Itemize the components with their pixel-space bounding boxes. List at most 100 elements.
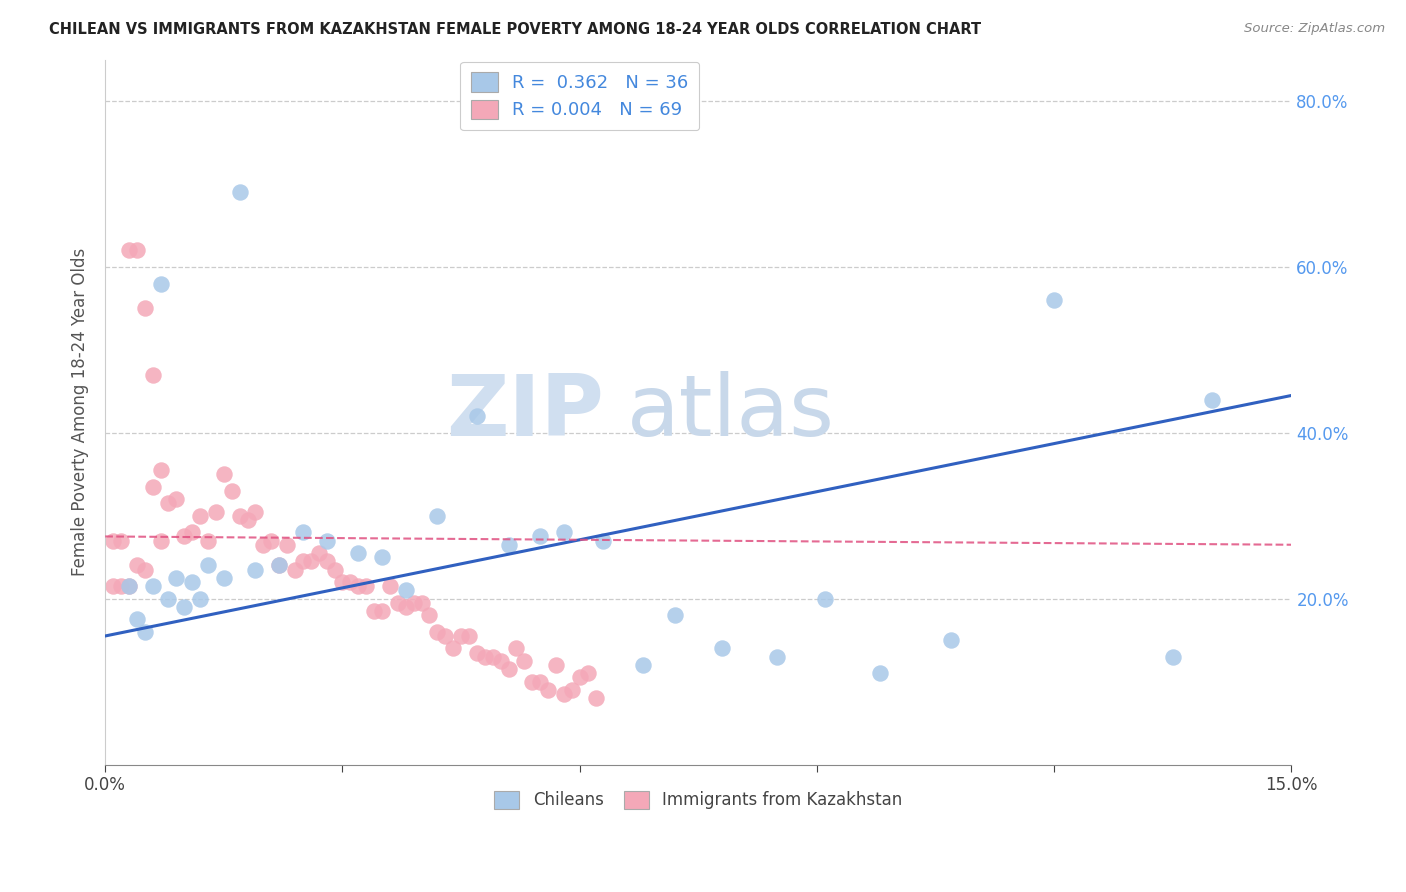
Point — [434, 629, 457, 643]
Point — [284, 563, 307, 577]
Point — [585, 691, 607, 706]
Point — [1043, 293, 1066, 307]
Point — [173, 599, 195, 614]
Point — [315, 533, 337, 548]
Point — [553, 525, 575, 540]
Point — [568, 670, 591, 684]
Point — [378, 579, 401, 593]
Point — [291, 554, 314, 568]
Point — [371, 604, 394, 618]
Legend: Chileans, Immigrants from Kazakhstan: Chileans, Immigrants from Kazakhstan — [488, 784, 908, 816]
Point — [711, 641, 734, 656]
Point — [450, 629, 472, 643]
Point — [441, 641, 464, 656]
Point — [212, 467, 235, 482]
Point — [197, 533, 219, 548]
Point — [197, 558, 219, 573]
Point — [165, 571, 187, 585]
Point — [291, 525, 314, 540]
Point — [505, 641, 527, 656]
Point — [205, 505, 228, 519]
Point — [212, 571, 235, 585]
Point — [332, 575, 354, 590]
Point — [631, 658, 654, 673]
Point — [869, 666, 891, 681]
Text: atlas: atlas — [627, 370, 835, 453]
Point — [149, 277, 172, 291]
Point — [592, 533, 614, 548]
Point — [181, 575, 204, 590]
Point — [529, 674, 551, 689]
Point — [387, 596, 409, 610]
Point — [315, 554, 337, 568]
Point — [188, 591, 211, 606]
Y-axis label: Female Poverty Among 18-24 Year Olds: Female Poverty Among 18-24 Year Olds — [72, 248, 89, 576]
Point — [308, 546, 330, 560]
Point — [269, 558, 291, 573]
Point — [118, 579, 141, 593]
Point — [664, 608, 686, 623]
Point — [323, 563, 346, 577]
Point — [363, 604, 385, 618]
Point — [498, 662, 520, 676]
Point — [395, 599, 418, 614]
Point — [498, 538, 520, 552]
Point — [544, 658, 567, 673]
Point — [371, 550, 394, 565]
Point — [157, 496, 180, 510]
Point — [125, 558, 148, 573]
Point — [522, 674, 544, 689]
Point — [576, 666, 599, 681]
Point — [269, 558, 291, 573]
Point — [134, 301, 156, 316]
Point — [941, 633, 963, 648]
Point — [395, 583, 418, 598]
Point — [142, 579, 165, 593]
Point — [411, 596, 433, 610]
Point — [142, 480, 165, 494]
Point — [465, 646, 488, 660]
Point — [489, 654, 512, 668]
Point — [458, 629, 481, 643]
Point — [426, 624, 449, 639]
Point — [1161, 649, 1184, 664]
Point — [221, 483, 243, 498]
Point — [465, 409, 488, 424]
Point — [149, 533, 172, 548]
Point — [553, 687, 575, 701]
Point — [149, 463, 172, 477]
Point — [276, 538, 298, 552]
Point — [142, 368, 165, 382]
Point — [236, 513, 259, 527]
Point — [418, 608, 440, 623]
Point — [157, 591, 180, 606]
Point — [260, 533, 283, 548]
Point — [252, 538, 274, 552]
Point — [101, 579, 124, 593]
Point — [402, 596, 425, 610]
Point — [228, 508, 250, 523]
Point — [814, 591, 837, 606]
Point — [513, 654, 536, 668]
Point — [165, 492, 187, 507]
Point — [118, 244, 141, 258]
Point — [125, 612, 148, 626]
Point — [181, 525, 204, 540]
Point — [299, 554, 322, 568]
Point — [766, 649, 789, 664]
Point — [481, 649, 503, 664]
Point — [561, 682, 583, 697]
Point — [426, 508, 449, 523]
Point — [118, 579, 141, 593]
Point — [347, 579, 370, 593]
Text: CHILEAN VS IMMIGRANTS FROM KAZAKHSTAN FEMALE POVERTY AMONG 18-24 YEAR OLDS CORRE: CHILEAN VS IMMIGRANTS FROM KAZAKHSTAN FE… — [49, 22, 981, 37]
Point — [134, 624, 156, 639]
Point — [354, 579, 377, 593]
Point — [173, 529, 195, 543]
Point — [474, 649, 496, 664]
Text: Source: ZipAtlas.com: Source: ZipAtlas.com — [1244, 22, 1385, 36]
Point — [110, 579, 132, 593]
Point — [245, 563, 267, 577]
Point — [110, 533, 132, 548]
Point — [529, 529, 551, 543]
